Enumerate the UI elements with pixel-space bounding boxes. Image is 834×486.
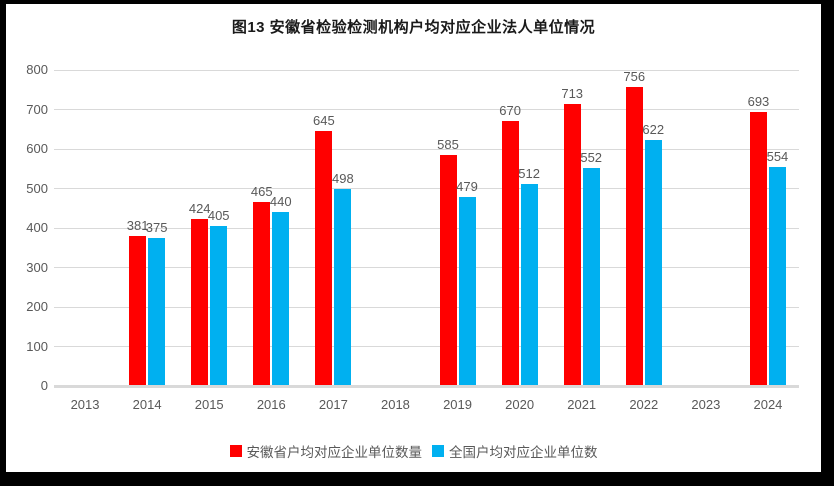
bar-national-2020 <box>520 183 538 386</box>
data-label-national-2024: 554 <box>766 149 789 165</box>
legend-swatch-icon <box>432 445 444 457</box>
bar-national-2022 <box>644 140 662 386</box>
bar-anhui-2021 <box>563 104 581 386</box>
gridline-200 <box>54 306 799 308</box>
x-tick-label-2016: 2016 <box>256 397 286 412</box>
x-tick-label-2019: 2019 <box>443 397 472 412</box>
y-tick-label-300: 300 <box>26 259 48 275</box>
bar-national-2015 <box>210 226 228 386</box>
data-label-anhui-2021: 713 <box>561 86 584 102</box>
x-tick-label-2015: 2015 <box>194 397 224 412</box>
bar-anhui-2015 <box>191 218 209 386</box>
x-axis-line <box>54 385 799 388</box>
bar-anhui-2024 <box>749 112 767 386</box>
legend-label: 全国户均对应企业单位数 <box>449 445 598 460</box>
data-label-national-2016: 440 <box>269 194 292 210</box>
gridline-500 <box>54 188 799 189</box>
bar-national-2024 <box>768 167 786 386</box>
x-tick-label-2020: 2020 <box>505 397 535 412</box>
bar-anhui-2020 <box>501 121 519 386</box>
data-label-national-2017: 498 <box>332 171 354 187</box>
chart-frame: 图13 安徽省检验检测机构户均对应企业法人单位情况 381 375 424 405 46… <box>6 4 821 472</box>
gridline-300 <box>54 267 799 268</box>
data-label-anhui-2016: 465 <box>250 184 273 200</box>
bar-anhui-2022 <box>625 87 643 386</box>
y-tick-label-700: 700 <box>26 101 48 117</box>
chart-title: 图13 安徽省检验检测机构户均对应企业法人单位情况 <box>231 19 596 36</box>
gridline-700 <box>54 109 799 110</box>
y-tick-label-0: 0 <box>40 378 48 393</box>
y-tick-label-800: 800 <box>26 62 48 77</box>
data-label-national-2022: 622 <box>642 122 665 138</box>
bar-anhui-2019 <box>439 154 457 386</box>
bar-anhui-2016 <box>253 202 271 386</box>
bar-national-2017 <box>334 189 352 386</box>
data-label-national-2014: 375 <box>145 219 168 235</box>
y-tick-label-600: 600 <box>26 141 48 156</box>
data-label-anhui-2015: 424 <box>188 200 211 216</box>
gridline-800 <box>54 69 799 71</box>
data-label-anhui-2022: 756 <box>623 69 646 85</box>
y-tick-label-400: 400 <box>26 220 48 235</box>
legend: 安徽省户均对应企业单位数量 全国户均对应企业单位数 <box>6 441 821 461</box>
x-tick-label-2017: 2017 <box>318 397 348 412</box>
x-tick-label-2013: 2013 <box>70 397 100 412</box>
data-label-national-2019: 479 <box>456 178 478 194</box>
bar-national-2019 <box>458 196 476 386</box>
y-tick-label-200: 200 <box>26 299 48 314</box>
data-label-anhui-2014: 381 <box>126 217 149 233</box>
data-label-anhui-2020: 670 <box>499 103 521 119</box>
x-tick-label-2024: 2024 <box>753 397 783 412</box>
data-label-anhui-2024: 693 <box>747 94 770 110</box>
legend-swatch-icon <box>229 445 242 457</box>
x-tick-label-2022: 2022 <box>629 397 659 412</box>
bar-anhui-2014 <box>129 235 147 386</box>
x-tick-label-2018: 2018 <box>380 397 410 412</box>
data-label-national-2020: 512 <box>518 165 540 181</box>
bar-national-2014 <box>148 237 166 386</box>
legend-item-national: 全国户均对应企业单位数 <box>432 441 598 461</box>
y-tick-label-500: 500 <box>26 180 48 196</box>
bar-national-2021 <box>582 167 600 386</box>
data-label-national-2015: 405 <box>207 208 230 224</box>
data-label-national-2021: 552 <box>580 149 603 165</box>
x-tick-label-2021: 2021 <box>567 397 597 412</box>
bar-anhui-2017 <box>315 131 333 386</box>
bar-national-2016 <box>272 212 290 386</box>
legend-item-anhui: 安徽省户均对应企业单位数量 <box>229 441 423 461</box>
data-label-anhui-2019: 585 <box>437 136 459 152</box>
gridline-600 <box>54 148 799 150</box>
y-tick-label-100: 100 <box>26 338 48 354</box>
gridline-400 <box>54 227 799 229</box>
x-tick-label-2023: 2023 <box>691 397 721 412</box>
gridline-100 <box>54 346 799 347</box>
legend-label: 安徽省户均对应企业单位数量 <box>246 445 423 460</box>
x-tick-label-2014: 2014 <box>132 397 162 412</box>
data-label-anhui-2017: 645 <box>313 113 335 129</box>
